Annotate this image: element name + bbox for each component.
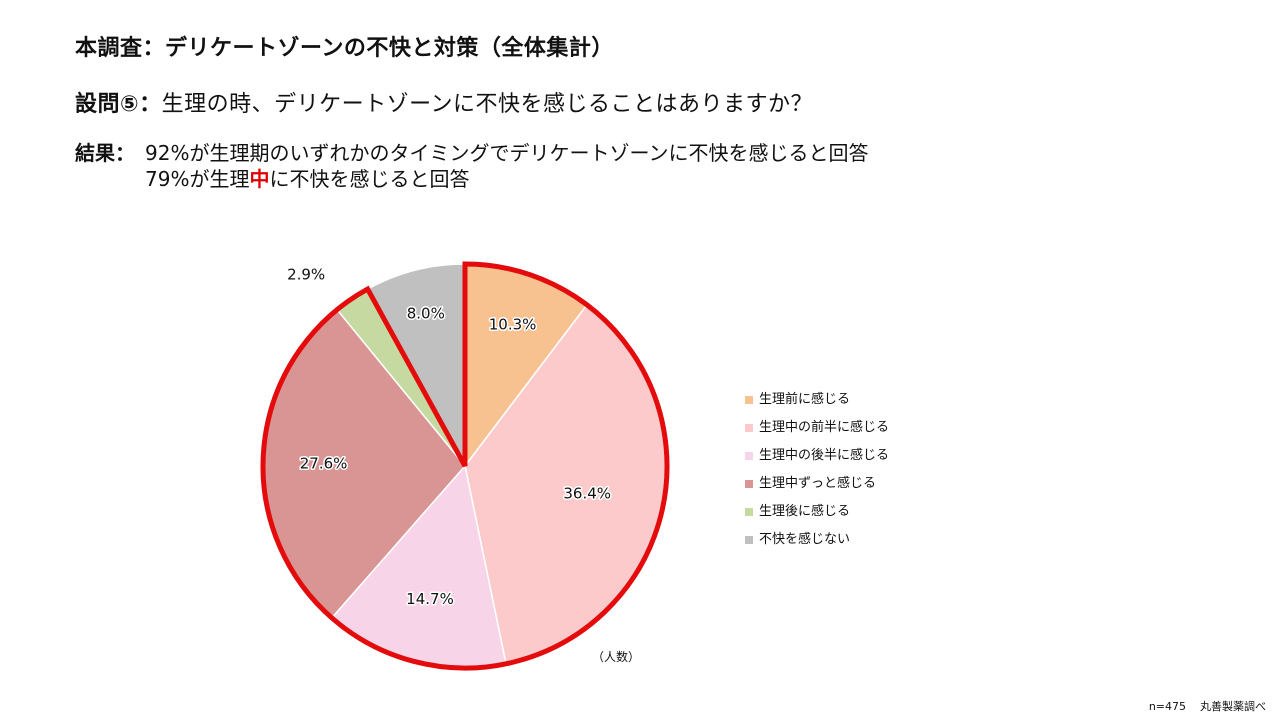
legend-swatch [745,424,753,432]
data-label-after: 2.9% [287,266,325,284]
page-title: 本調査：デリケートゾーンの不快と対策（全体集計） [75,36,614,61]
legend-item-during-all: 生理中ずっと感じる [745,470,889,498]
legend-item-none: 不快を感じない [745,526,889,554]
legend-swatch [745,452,753,460]
result-line-1: 結果： 92%が生理期のいずれかのタイミングでデリケートゾーンに不快を感じると回答 [75,140,868,166]
data-label-none: 8.0% [407,304,445,322]
question-label: 設問⑤： [75,92,162,117]
legend-item-after: 生理後に感じる [745,498,889,526]
footer: n=475 丸善製薬調べ [1149,698,1266,714]
result-line-2-pre: 79%が生理 [145,167,250,191]
result-line-1-text: 92%が生理期のいずれかのタイミングでデリケートゾーンに不快を感じると回答 [145,141,869,165]
legend-item-during-late: 生理中の後半に感じる [745,442,889,470]
data-label-during-late: 14.7% [406,590,454,608]
unit-note: （人数） [592,650,641,664]
legend-label: 生理中の前半に感じる [759,420,890,435]
data-label-during-all: 27.6% [300,455,348,473]
legend-swatch [745,508,753,516]
legend-swatch [745,480,753,488]
source-note: 丸善製薬調べ [1200,700,1266,713]
legend-label: 不快を感じない [759,532,851,547]
sample-size: n=475 [1148,700,1186,713]
question: 設問⑤：生理の時、デリケートゾーンに不快を感じることはありますか？ [75,86,813,118]
chart-legend: 生理前に感じる生理中の前半に感じる 生理中の後半に感じる 生理中ずっと感じる 生理後に… [745,386,889,554]
result-block: 結果： 92%が生理期のいずれかのタイミングでデリケートゾーンに不快を感じると回答… [75,140,868,192]
question-text: 生理の時、デリケートゾーンに不快を感じることはありますか？ [161,92,814,117]
legend-label: 生理前に感じる [759,392,851,407]
legend-swatch [745,396,753,404]
result-label: 結果： [75,141,135,165]
legend-swatch [745,536,753,544]
legend-item-before: 生理前に感じる [745,386,889,414]
data-label-before: 10.3% [489,315,537,333]
legend-item-during-early: 生理中の前半に感じる [745,414,889,442]
result-line-2: 79%が生理中に不快を感じると回答 [75,166,868,192]
highlight-outline [260,261,670,671]
legend-label: 生理後に感じる [759,504,851,519]
data-label-during-early: 36.4% [563,485,611,503]
result-line-2-accent: 中 [249,167,270,191]
result-line-2-post: に不快を感じると回答 [269,167,470,191]
legend-label: 生理中の後半に感じる [759,448,890,463]
legend-label: 生理中ずっと感じる [759,476,877,491]
